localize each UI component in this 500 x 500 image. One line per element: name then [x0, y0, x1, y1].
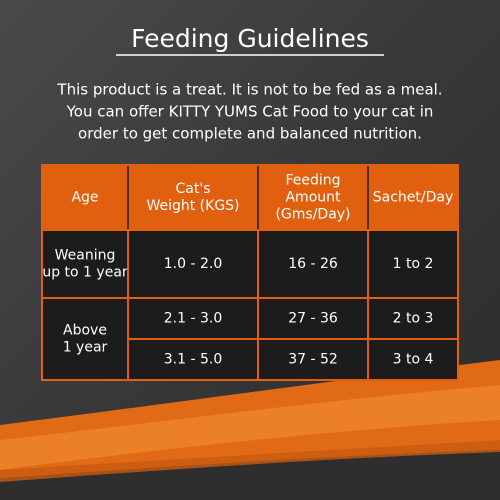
table-cell [367, 229, 459, 299]
brush-stroke [0, 440, 500, 482]
age-text: Weaning [55, 248, 116, 264]
table-cell [257, 338, 369, 381]
intro-line: This product is a treat. It is not to be… [56, 81, 442, 99]
header-cell: Weight (KGS) [146, 198, 239, 214]
table-cell [367, 338, 459, 381]
table-cell [127, 229, 259, 299]
age-text: Above [63, 323, 107, 339]
intro-line: order to get complete and balanced nutri… [78, 125, 422, 143]
cell-text: 1 to 2 [393, 256, 434, 272]
cell-text: 16 - 26 [288, 256, 338, 272]
table-cell [367, 297, 459, 340]
header-cell: Amount [285, 190, 341, 206]
table-cell [127, 297, 259, 340]
brush-stroke [0, 385, 500, 470]
header-cell: Cat's [176, 181, 211, 197]
header-row [42, 165, 458, 230]
table-border [41, 164, 459, 381]
cell-text: 2.1 - 3.0 [164, 311, 222, 327]
cell-text: 3.1 - 5.0 [164, 352, 222, 368]
header-cell: Sachet/Day [373, 190, 454, 206]
header-cell: (Gms/Day) [275, 207, 350, 223]
intro-line: You can offer KITTY YUMS Cat Food to you… [66, 103, 434, 121]
age-text: up to 1 year [42, 265, 128, 281]
age-text: 1 year [63, 340, 108, 356]
cell-text: 37 - 52 [288, 352, 338, 368]
header-cell: Age [71, 190, 98, 206]
age-cell [41, 297, 129, 381]
table-cell [257, 229, 369, 299]
header-cell: Feeding [285, 173, 340, 189]
cell-text: 2 to 3 [393, 311, 434, 327]
title: Feeding Guidelines [131, 24, 369, 53]
cell-text: 27 - 36 [288, 311, 338, 327]
brush-edge [0, 450, 500, 500]
cell-text: 1.0 - 2.0 [164, 256, 222, 272]
cell-text: 3 to 4 [393, 352, 434, 368]
